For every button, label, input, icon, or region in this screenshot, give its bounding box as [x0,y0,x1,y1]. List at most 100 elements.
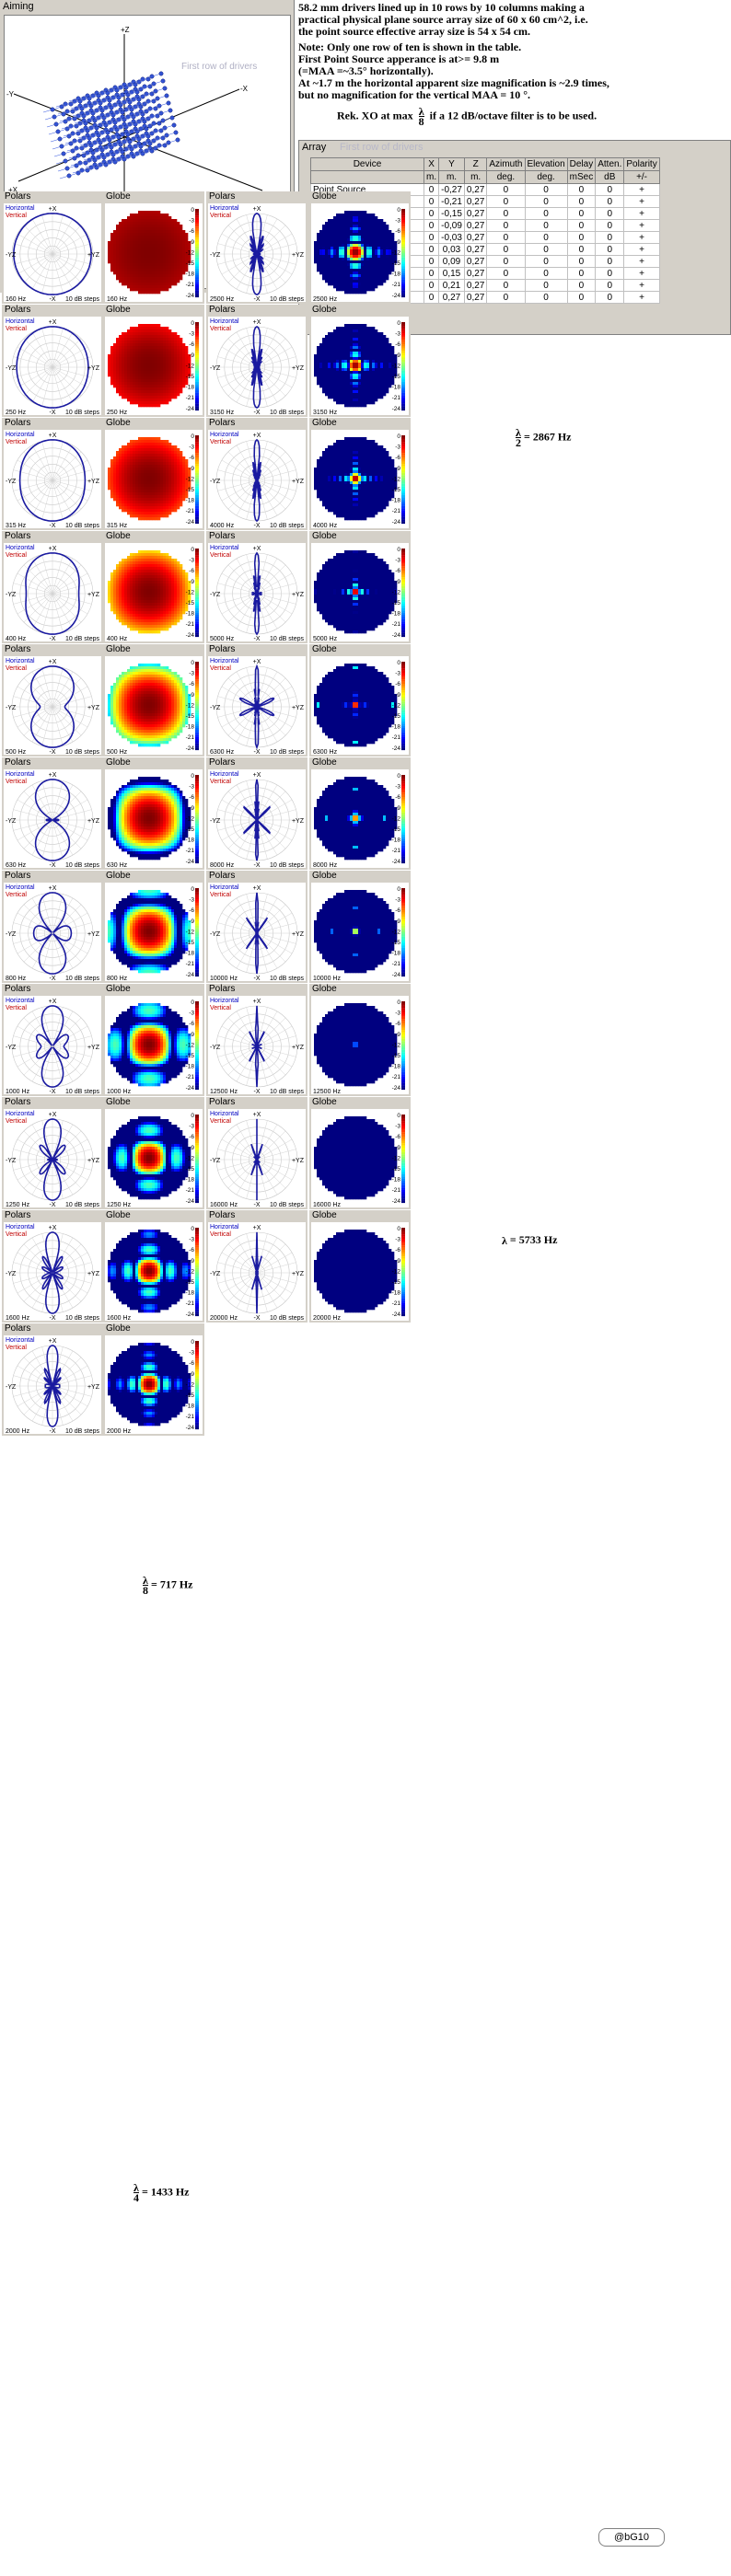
polar-panel[interactable]: Polars Horizontal Vertical +X -X -YZ +YZ 250 Hz… [2,305,103,417]
column-header[interactable]: Elevation [524,157,568,171]
globe-cell [149,393,153,397]
column-header[interactable]: Atten. [595,157,625,171]
column-header[interactable]: Delay [566,157,597,171]
globe-cell [124,710,128,714]
column-header[interactable]: Z [463,157,488,171]
globe-cell [185,702,189,706]
globe-cell [141,283,145,286]
polar-grid-spoke [31,479,53,516]
globe-cell [110,722,114,725]
globe-cell [127,708,131,711]
globe-cell [141,564,145,568]
globe-cell [127,581,131,584]
globe-cell [127,677,131,681]
globe-cell [116,387,120,391]
globe-cell [163,263,167,267]
globe-cell [116,341,120,344]
globe-cell [160,445,164,449]
globe-cell [144,241,147,245]
globe-cell [168,379,172,383]
globe-cell [116,600,120,604]
globe-cell [177,379,180,383]
globe-cell [180,724,183,728]
globe-cell [127,390,131,394]
globe-cell [160,490,164,493]
legend-horizontal: Horizontal [6,318,35,325]
globe-cell [171,263,175,267]
globe-cell [182,578,186,582]
globe-cell [130,559,133,562]
globe-cell [160,506,164,510]
column-header[interactable]: Device [310,157,424,171]
globe-cell [146,216,150,220]
globe-cell [133,702,136,706]
globe-cell [157,260,161,264]
globe-cell [110,263,114,267]
globe-cell [127,793,131,797]
globe-panel[interactable]: Globe 0 -3 -6 -9 -12 -15 -18 -21 -24 630 Hz [103,757,204,870]
column-header[interactable]: Azimuth [486,157,526,171]
globe-cell [124,506,128,510]
globe-cell [124,390,128,394]
scale-swatch [195,255,199,258]
globe-cell [168,498,172,502]
globe-cell [157,233,161,237]
globe-cell [168,354,172,358]
driver-line [59,175,70,179]
globe-cell [122,338,125,341]
globe-cell [157,470,161,474]
polar-panel[interactable]: Polars Horizontal Vertical +X -X -YZ +YZ 160 Hz… [2,191,103,304]
globe-cell [116,793,120,797]
column-header[interactable]: Y [438,157,465,171]
globe-panel[interactable]: Globe 0 -3 -6 -9 -12 -15 -18 -21 -24 250 Hz [103,305,204,417]
globe-cell [171,360,175,364]
globe-cell [157,382,161,386]
globe-cell [174,708,178,711]
globe-cell [157,374,161,377]
globe-cell [160,376,164,380]
globe-cell [124,705,128,709]
polar-panel[interactable]: Polars Horizontal Vertical +X -X -YZ +YZ 500 Hz… [2,644,103,757]
globe-cell [146,619,150,623]
globe-cell [141,592,145,595]
globe-panel[interactable]: Globe 0 -3 -6 -9 -12 -15 -18 -21 -24 315 Hz [103,418,204,530]
globe-cell [160,440,164,444]
globe-cell [119,346,122,350]
polar-panel[interactable]: Polars Horizontal Vertical +X -X -YZ +YZ 315 Hz… [2,418,103,530]
globe-cell [141,630,145,634]
polar-grid-spoke [52,593,64,633]
globe-cell [146,666,150,670]
globe-panel[interactable]: Globe 0 -3 -6 -9 -12 -15 -18 -21 -24 500 Hz [103,644,204,757]
globe-cell [160,368,164,372]
globe-panel[interactable]: Globe 0 -3 -6 -9 -12 -15 -18 -21 -24 400 Hz [103,531,204,643]
globe-cell [144,628,147,631]
globe-cell [157,683,161,687]
column-header[interactable]: Polarity [623,157,660,171]
polar-grid-spoke [52,593,92,605]
globe-cell [182,705,186,709]
globe-cell [144,393,147,397]
globe-cell [152,564,156,568]
globe-panel[interactable]: Globe 0 -3 -6 -9 -12 -15 -18 -21 -24 160 Hz [103,191,204,304]
globe-cell [160,222,164,225]
column-header[interactable]: X [423,157,440,171]
globe-cell [174,448,178,452]
table-row[interactable]: Point Source 0 -0,27 0,27 0 0 0 0 + [310,183,660,196]
globe-cell [174,727,178,731]
globe-cell [141,575,145,579]
globe-cell [149,782,153,786]
polar-panel[interactable]: Polars Horizontal Vertical +X -X -YZ +YZ 400 Hz… [2,531,103,643]
globe-cell [160,341,164,344]
globe-cell [163,788,167,791]
globe-cell [149,332,153,336]
globe-cell [110,586,114,590]
polar-panel[interactable]: Polars Horizontal Vertical +X -X -YZ +YZ 630 Hz… [2,757,103,870]
globe-cell [130,354,133,358]
driver-line [68,172,79,177]
globe-cell [119,614,122,618]
globe-cell [149,722,153,725]
globe-cell [149,249,153,253]
steps-label: 10 dB steps [65,523,99,528]
globe-cell [124,686,128,689]
